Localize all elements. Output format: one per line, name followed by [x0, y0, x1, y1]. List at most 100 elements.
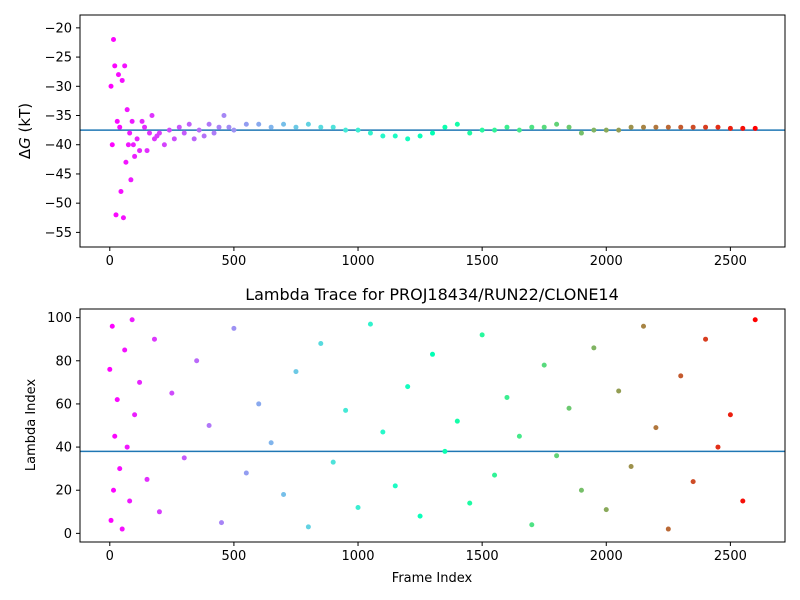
- lambda-point: [107, 366, 113, 372]
- delta-g-point: [243, 121, 249, 127]
- delta-g-point: [281, 121, 287, 127]
- lambda-point: [566, 405, 572, 411]
- lambda-point: [293, 369, 299, 375]
- delta-g-point: [109, 142, 115, 148]
- delta-g-point: [256, 121, 262, 127]
- lambda-point: [479, 332, 485, 338]
- delta-g-point: [176, 124, 182, 130]
- lambda-point: [129, 317, 135, 323]
- lambda-point: [330, 459, 336, 465]
- delta-g-point: [492, 127, 498, 133]
- delta-g-axes-frame: [79, 14, 786, 248]
- delta-g-point: [196, 127, 202, 133]
- lambda-point: [665, 526, 671, 532]
- delta-g-point: [231, 127, 237, 133]
- lambda-point: [442, 448, 448, 454]
- delta-g-point: [616, 127, 622, 133]
- delta-g-point: [226, 124, 232, 130]
- delta-g-point: [727, 125, 733, 131]
- delta-g-point: [752, 125, 758, 131]
- lambda-point: [218, 520, 224, 526]
- lambda-x-tick-label: 2000: [590, 549, 623, 564]
- delta-g-point: [142, 124, 148, 130]
- lambda-point: [516, 433, 522, 439]
- delta-g-point: [628, 124, 634, 130]
- delta-g-point: [127, 130, 133, 136]
- lambda-y-axis-label: Lambda Index: [24, 379, 39, 472]
- lambda-y-tick-label: 60: [55, 397, 72, 412]
- lambda-x-tick-label: 1000: [341, 549, 374, 564]
- delta-g-point: [112, 63, 118, 69]
- lambda-point: [653, 425, 659, 431]
- lambda-point: [256, 401, 262, 407]
- delta-g-point: [578, 130, 584, 136]
- delta-g-point: [137, 148, 143, 154]
- delta-g-point: [318, 124, 324, 130]
- delta-g-point: [566, 124, 572, 130]
- lambda-x-tick-label: 1500: [466, 549, 499, 564]
- delta-g-point: [603, 127, 609, 133]
- delta-g-x-tick-label: 1000: [341, 254, 374, 269]
- delta-g-point: [211, 130, 217, 136]
- lambda-y-tick-label: 0: [64, 527, 72, 542]
- delta-g-point: [130, 142, 136, 148]
- lambda-point: [281, 492, 287, 498]
- delta-g-point: [355, 127, 361, 133]
- delta-g-point: [641, 124, 647, 130]
- delta-g-y-tick-label: −30: [45, 80, 72, 95]
- delta-g-point: [144, 148, 150, 154]
- delta-g-point: [380, 133, 386, 139]
- lambda-y-ticks: 0 20 40 60 80 100: [47, 311, 80, 542]
- lambda-x-ticks: 0 500 1000 1500 2000 2500: [106, 542, 747, 564]
- delta-g-point: [128, 177, 134, 183]
- delta-g-point: [715, 124, 721, 130]
- delta-g-point: [181, 130, 187, 136]
- delta-g-point: [442, 124, 448, 130]
- delta-g-point: [392, 133, 398, 139]
- lambda-point: [380, 429, 386, 435]
- delta-g-point: [516, 127, 522, 133]
- lambda-point: [616, 388, 622, 394]
- delta-g-y-axis-label: ΔG (kT): [16, 103, 34, 159]
- delta-g-y-tick-label: −40: [45, 138, 72, 153]
- lambda-point: [367, 321, 373, 327]
- lambda-point: [305, 524, 311, 530]
- lambda-point: [194, 358, 200, 364]
- delta-g-point: [124, 107, 130, 113]
- delta-g-point: [554, 121, 560, 127]
- delta-g-point: [305, 121, 311, 127]
- delta-g-point: [454, 121, 460, 127]
- lambda-point: [504, 394, 510, 400]
- lambda-point: [430, 351, 435, 357]
- delta-g-point: [132, 153, 138, 159]
- delta-g-point: [268, 124, 274, 130]
- lambda-point: [417, 513, 423, 519]
- delta-g-point: [690, 124, 696, 130]
- lambda-point: [114, 397, 120, 403]
- delta-g-x-tick-label: 2000: [590, 254, 623, 269]
- lambda-point: [467, 500, 473, 506]
- lambda-point: [156, 509, 162, 515]
- lambda-point: [318, 341, 324, 347]
- delta-g-point: [125, 142, 131, 148]
- lambda-point: [268, 440, 274, 446]
- lambda-point: [108, 517, 114, 523]
- delta-g-point: [111, 37, 117, 43]
- delta-g-points: [108, 37, 758, 221]
- lambda-y-tick-label: 100: [47, 311, 72, 326]
- lambda-x-tick-label: 500: [221, 549, 246, 564]
- delta-g-point: [405, 136, 411, 142]
- delta-g-point: [156, 130, 162, 136]
- delta-g-point: [147, 130, 153, 136]
- delta-g-x-tick-label: 1500: [466, 254, 499, 269]
- delta-g-y-tick-label: −45: [45, 167, 72, 182]
- delta-g-y-ticks: −20 −25 −30 −35 −40 −45 −50 −55: [45, 21, 80, 241]
- lambda-point: [343, 407, 349, 413]
- lambda-point: [117, 466, 123, 472]
- lambda-y-tick-label: 80: [55, 354, 72, 369]
- lambda-point: [137, 379, 143, 385]
- lambda-point: [111, 487, 117, 493]
- delta-g-point: [529, 124, 535, 130]
- delta-g-point: [117, 124, 123, 130]
- lambda-point: [124, 444, 130, 450]
